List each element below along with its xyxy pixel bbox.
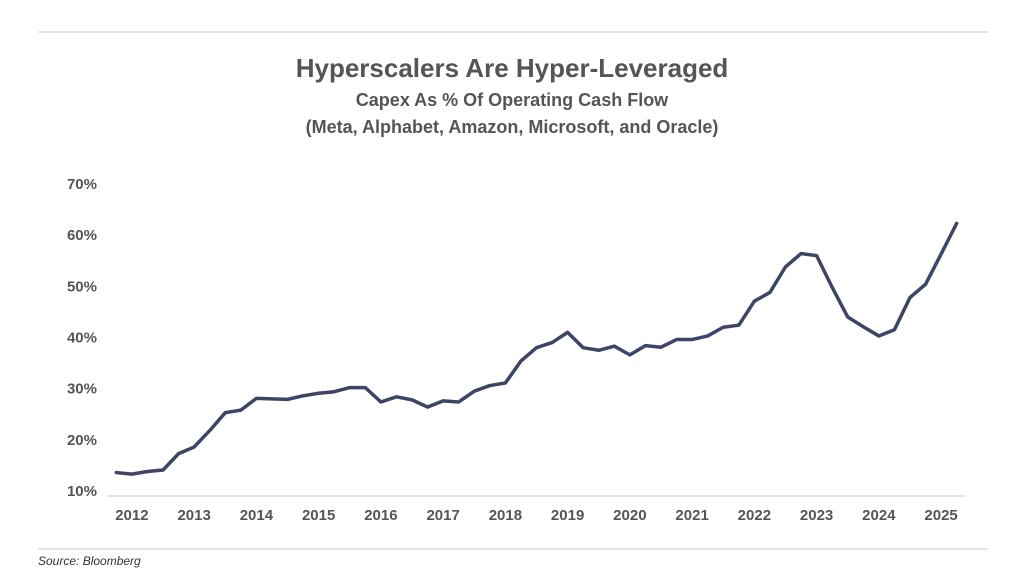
y-tick-label: 50% (67, 278, 97, 295)
x-tick-label: 2025 (924, 507, 957, 524)
y-tick-label: 20% (67, 432, 97, 449)
x-tick-label: 2015 (302, 507, 335, 524)
x-tick-label: 2017 (426, 507, 459, 524)
x-tick-label: 2024 (862, 507, 896, 524)
y-tick-label: 30% (67, 381, 97, 398)
chart-subtitle: (Meta, Alphabet, Amazon, Microsoft, and … (306, 117, 719, 137)
x-tick-label: 2013 (177, 507, 210, 524)
x-tick-label: 2014 (240, 507, 274, 524)
y-tick-label: 40% (67, 329, 97, 346)
x-tick-label: 2023 (800, 507, 833, 524)
x-tick-label: 2019 (551, 507, 584, 524)
x-tick-label: 2016 (364, 507, 397, 524)
y-tick-label: 60% (67, 227, 97, 244)
chart-title: Hyperscalers Are Hyper-Leveraged (296, 53, 729, 83)
data-line (114, 221, 959, 476)
x-tick-label: 2020 (613, 507, 646, 524)
source: Source: Bloomberg (38, 554, 141, 568)
x-tick-label: 2012 (115, 507, 148, 524)
chart-subtitle: Capex As % Of Operating Cash Flow (356, 90, 669, 110)
y-tick-label: 70% (67, 176, 97, 193)
x-tick-label: 2021 (675, 507, 708, 524)
x-tick-label: 2022 (738, 507, 771, 524)
x-tick-label: 2018 (489, 507, 522, 524)
y-tick-label: 10% (67, 483, 97, 500)
